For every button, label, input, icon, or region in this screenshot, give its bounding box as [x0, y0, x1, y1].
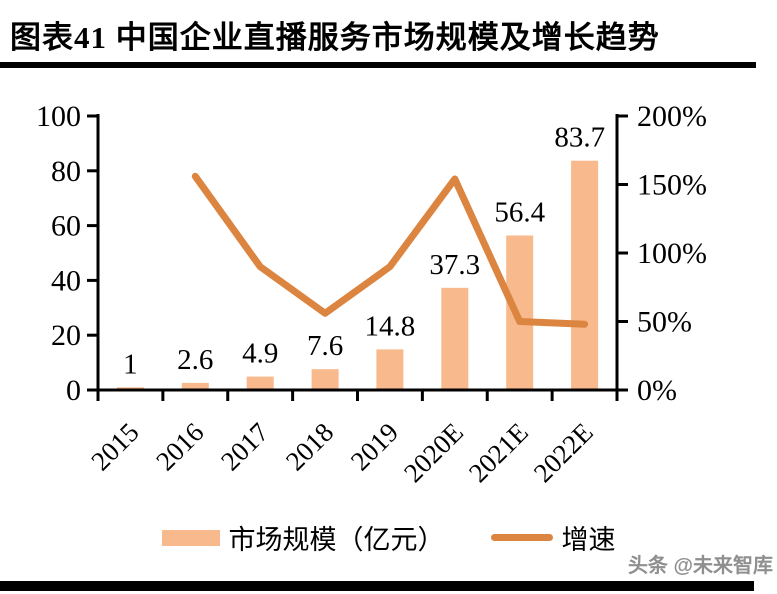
- title-underline: [0, 62, 756, 68]
- bar-swatch-icon: [161, 529, 220, 546]
- bar-value-label: 7.6: [307, 330, 343, 362]
- legend-label-market-size: 市场规模（亿元）: [228, 525, 445, 555]
- x-axis-label: 2020E: [398, 417, 469, 488]
- bar-2017: [246, 376, 274, 390]
- line-swatch-icon: [490, 534, 553, 541]
- x-axis-label: 2018: [280, 417, 339, 476]
- right-axis-label: 200%: [637, 100, 707, 133]
- bar-value-label: 83.7: [554, 122, 605, 154]
- right-axis-label: 0%: [637, 374, 677, 407]
- watermark: 头条 @未来智库: [627, 555, 773, 577]
- left-axis-label: 20: [51, 319, 81, 352]
- right-axis-label: 100%: [637, 237, 707, 270]
- bar-2019: [376, 349, 404, 390]
- left-axis-label: 100: [36, 100, 81, 133]
- legend-item-growth: 增速: [490, 518, 616, 557]
- legend-item-market-size: 市场规模（亿元）: [161, 518, 445, 557]
- page-title: 图表41 中国企业直播服务市场规模及增长趋势: [10, 20, 660, 55]
- bar-2021E: [506, 235, 534, 390]
- bar-2018: [311, 369, 339, 390]
- bar-value-label: 1: [123, 348, 138, 380]
- x-axis-label: 2019: [345, 417, 404, 476]
- growth-line: [191, 172, 589, 328]
- bar-value-label: 14.8: [365, 310, 416, 342]
- left-axis-label: 40: [51, 264, 81, 297]
- x-axis-label: 2021E: [463, 417, 534, 488]
- left-axis-label: 80: [51, 155, 81, 188]
- legend-label-growth: 增速: [561, 525, 616, 555]
- x-axis-label: 2017: [215, 417, 274, 476]
- bottom-rule: [0, 581, 754, 591]
- bar-2020E: [441, 287, 469, 390]
- chart-legend: 市场规模（亿元） 增速: [0, 518, 777, 557]
- left-axis-label: 0: [66, 374, 81, 407]
- chart-svg: 1 2.6 4.9 7.6 14.8 37.3 56.4 83.7 0 20 40 60 80 100 0%…: [36, 100, 707, 488]
- bar-value-label: 4.9: [242, 338, 278, 370]
- bar-value-label: 2.6: [177, 344, 213, 376]
- bar-2016: [181, 382, 209, 390]
- right-axis-label: 50%: [637, 306, 692, 339]
- x-axis-label: 2022E: [528, 417, 599, 488]
- bar-2022E: [571, 160, 599, 390]
- x-axis-label: 2016: [150, 417, 209, 476]
- x-axis-label: 2015: [85, 417, 144, 476]
- bar-value-label: 37.3: [429, 249, 480, 281]
- right-axis-label: 150%: [637, 169, 707, 202]
- bar-value-label: 56.4: [494, 197, 545, 229]
- left-axis-label: 60: [51, 210, 81, 243]
